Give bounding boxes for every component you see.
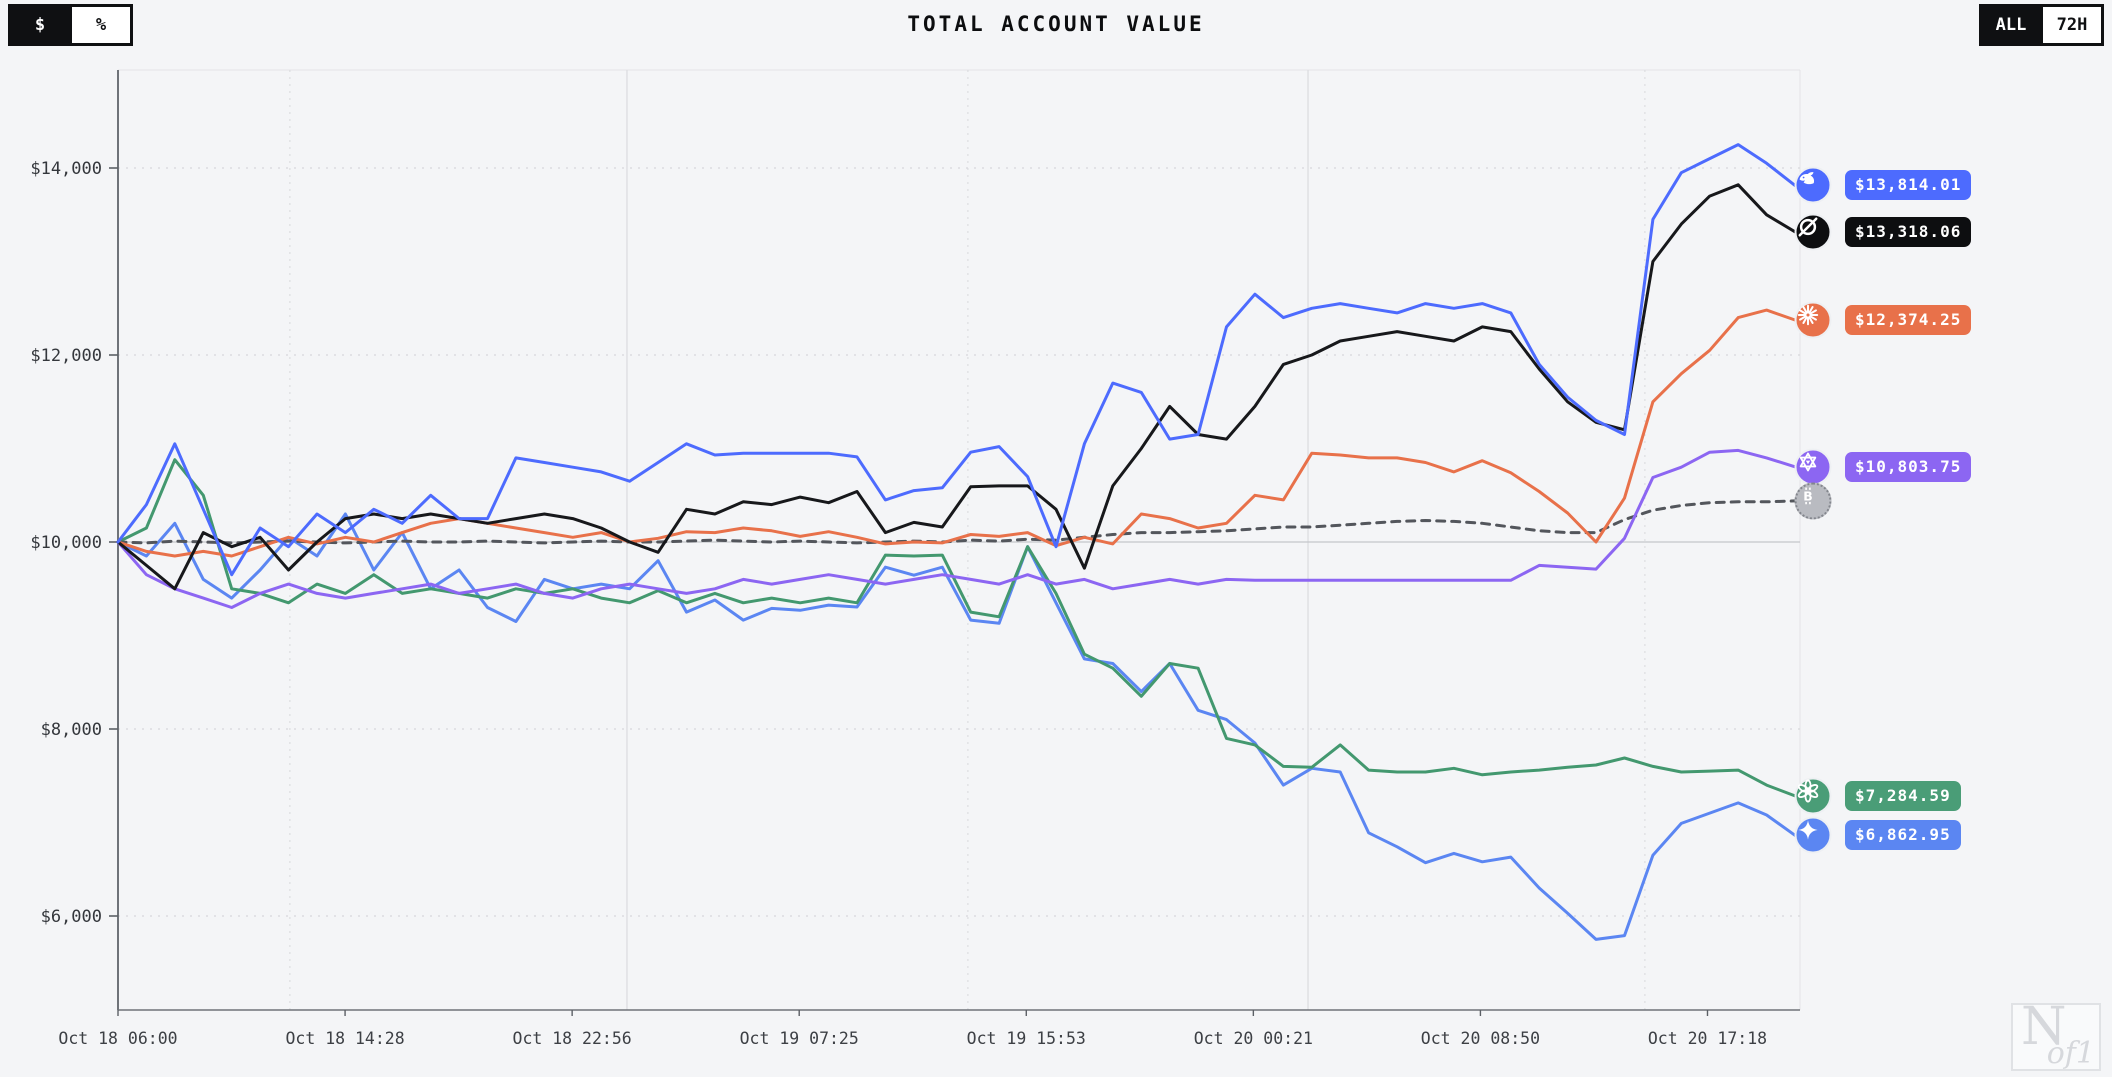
x-tick-label: Oct 20 00:21 [1194, 1029, 1313, 1048]
range-all-button[interactable]: ALL [1982, 7, 2040, 43]
time-range-toggle-group: ALL 72H [1979, 4, 2104, 46]
series-line-gemini [116, 512, 1797, 941]
x-tick-label: Oct 20 08:50 [1421, 1029, 1540, 1048]
x-tick-label: Oct 19 15:53 [967, 1029, 1086, 1048]
x-tick-label: Oct 18 22:56 [513, 1029, 632, 1048]
qwen-value-pill: $10,803.75 [1845, 451, 1972, 482]
x-tick-label: Oct 19 07:25 [740, 1029, 859, 1048]
grok-value-pill: $13,318.06 [1845, 216, 1972, 247]
page-title: TOTAL ACCOUNT VALUE [907, 12, 1205, 36]
y-tick-label: $14,000 [30, 159, 102, 179]
gemini-value-pill: $6,862.95 [1845, 820, 1961, 851]
x-tick-label: Oct 18 06:00 [58, 1029, 177, 1048]
gemini-sparkle-icon [1794, 816, 1832, 854]
nof1-logo-of1: of1 [2046, 1036, 2095, 1071]
btc-bitcoin-icon: B [1794, 482, 1832, 520]
y-tick-label: $12,000 [30, 346, 102, 366]
gpt-value-pill: $7,284.59 [1845, 780, 1961, 811]
series-line-qwen [116, 448, 1797, 609]
currency-percent-button[interactable]: % [72, 7, 130, 43]
series-line-deepseek [116, 143, 1797, 577]
deepseek-value-pill: $13,814.01 [1845, 170, 1972, 201]
currency-dollar-button[interactable]: $ [11, 7, 69, 43]
nof1-logo-n: N [2021, 997, 2067, 1057]
y-tick-label: $8,000 [41, 720, 102, 740]
series-line-claude [116, 308, 1797, 558]
x-tick-label: Oct 18 14:28 [285, 1029, 404, 1048]
x-tick-label: Oct 20 17:18 [1648, 1029, 1767, 1048]
nof1-logo: N of1 [2011, 997, 2101, 1071]
claude-value-pill: $12,374.25 [1845, 305, 1972, 335]
gpt-openai-icon [1794, 777, 1832, 815]
qwen-qwen-icon [1794, 448, 1832, 486]
series-line-grok [116, 183, 1797, 591]
y-tick-label: $10,000 [30, 533, 102, 553]
svg-text:B: B [1803, 488, 1812, 503]
deepseek-whale-icon [1794, 166, 1832, 204]
currency-toggle-group: $ % [8, 4, 133, 46]
grok-slashed-circle-icon [1794, 213, 1832, 251]
series-line-gpt [116, 458, 1797, 798]
claude-starburst-icon [1794, 301, 1832, 339]
range-72h-button[interactable]: 72H [2043, 7, 2101, 43]
y-tick-label: $6,000 [41, 907, 102, 927]
series-line-btc [116, 499, 1797, 545]
